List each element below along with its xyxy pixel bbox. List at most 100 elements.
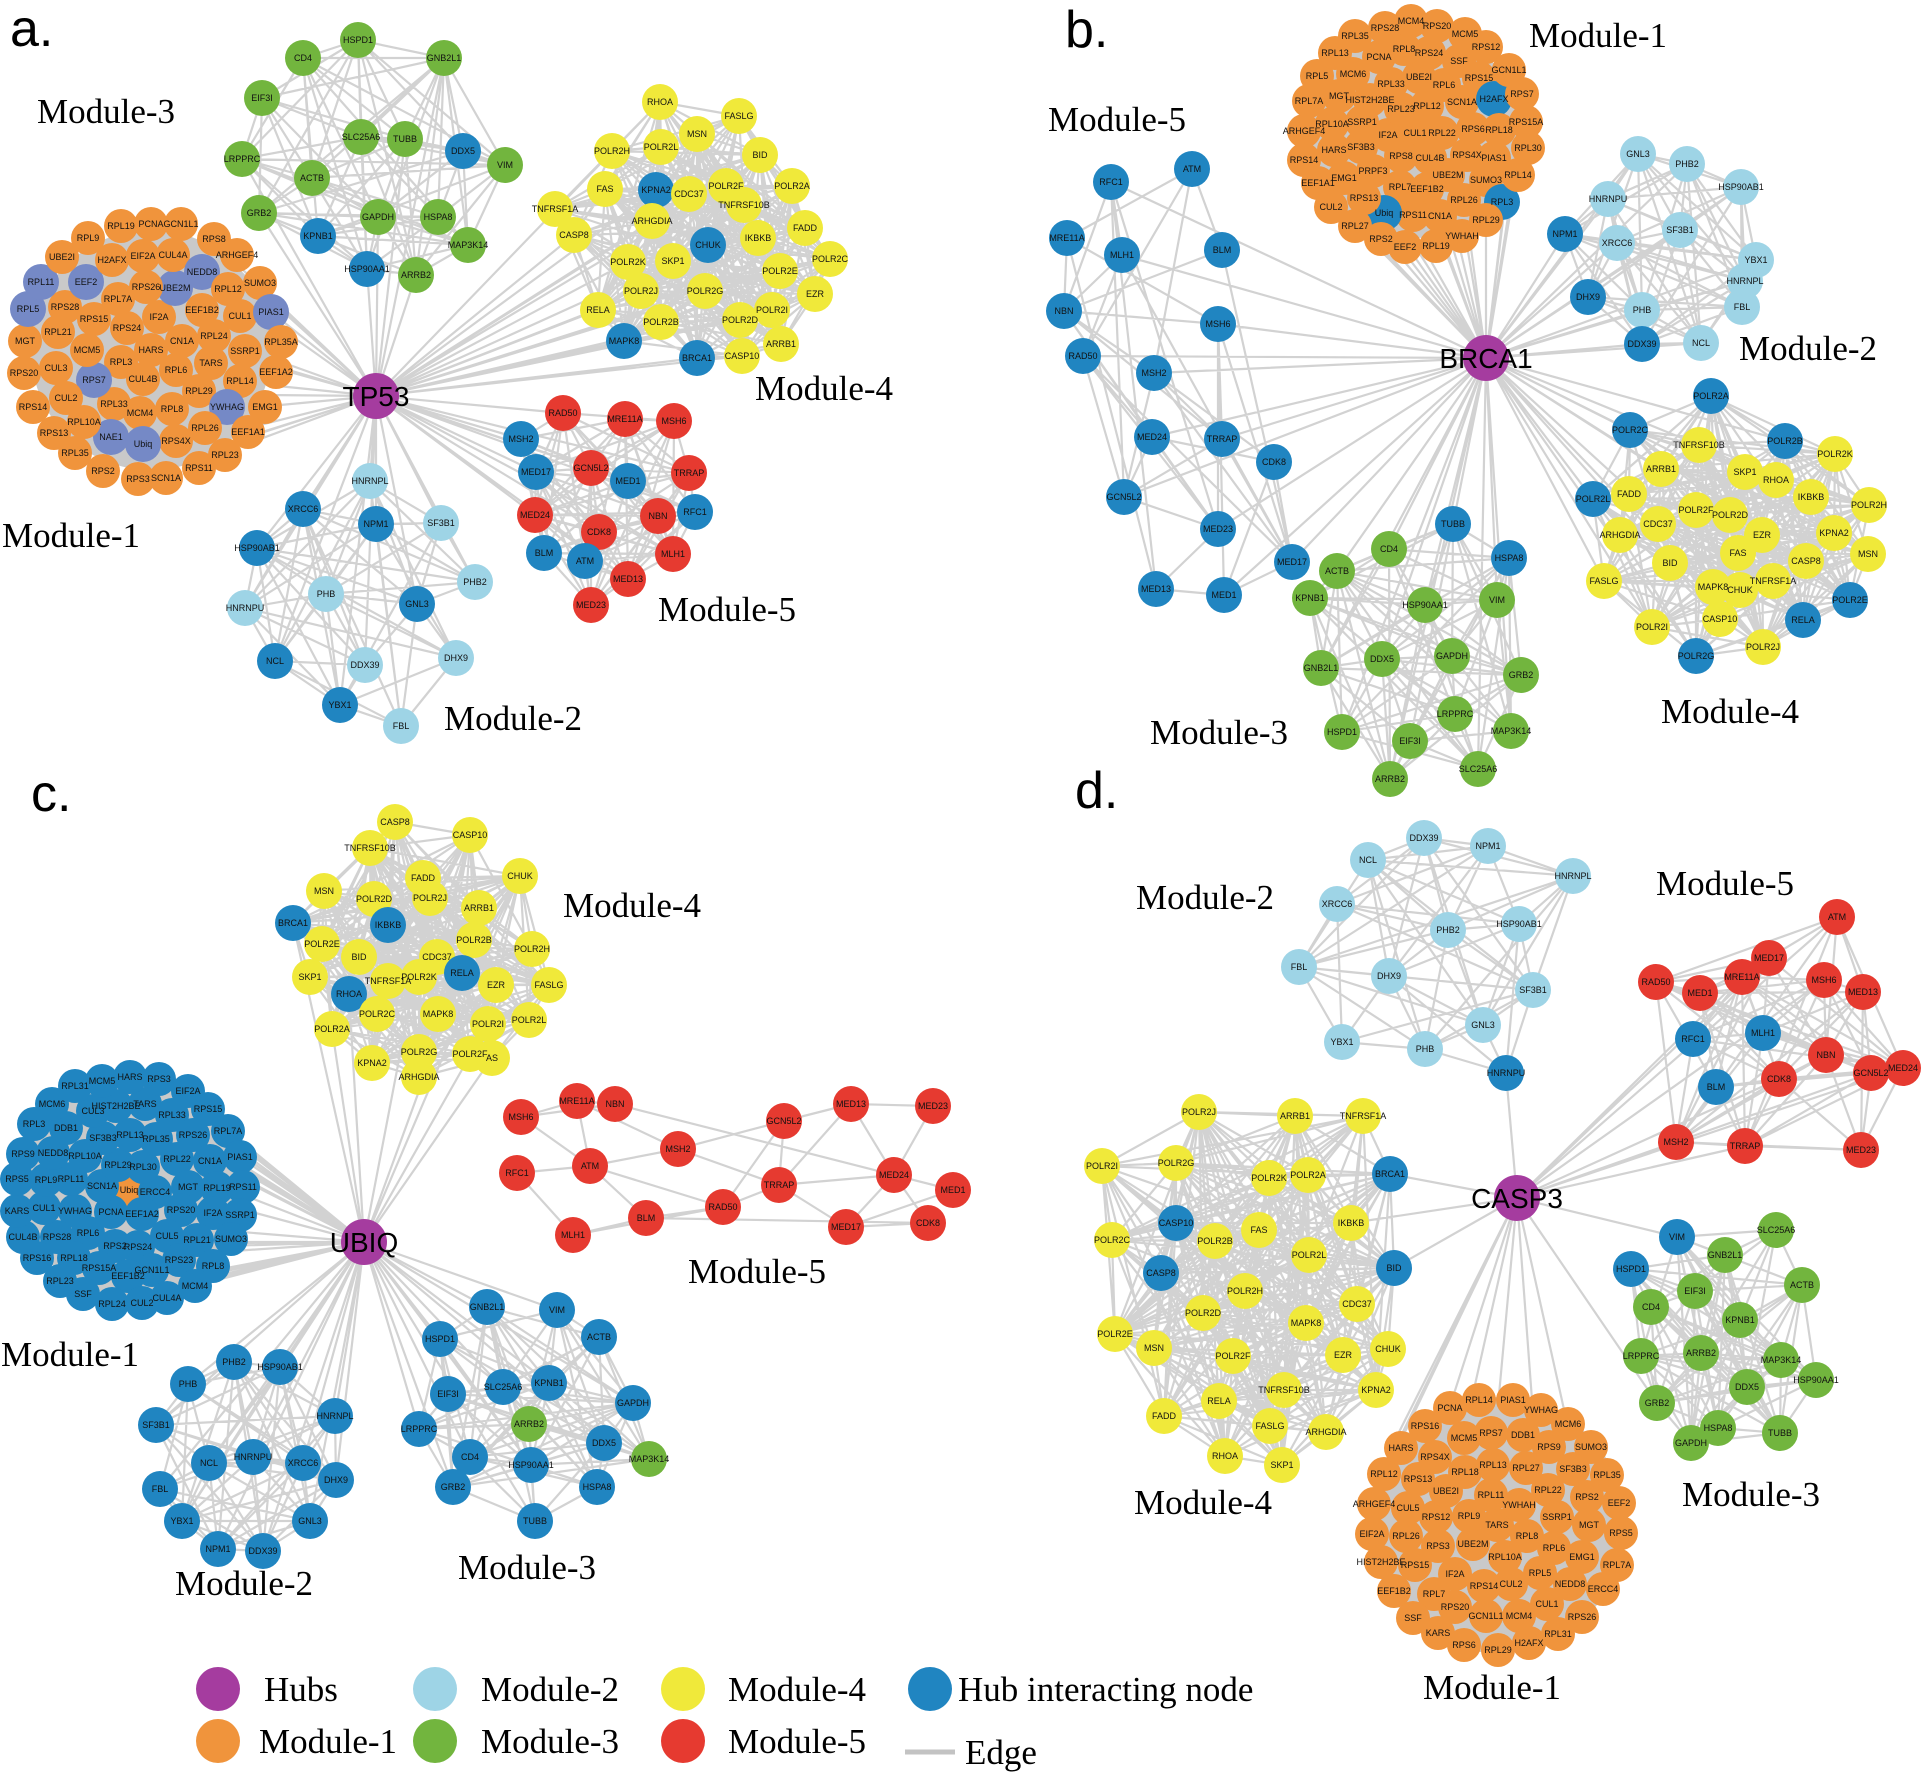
- svg-text:RPL9: RPL9: [35, 1175, 58, 1185]
- svg-text:ERCC4: ERCC4: [1588, 1584, 1619, 1594]
- svg-text:Module-3: Module-3: [37, 92, 175, 131]
- svg-text:GNB2L1: GNB2L1: [1304, 663, 1339, 673]
- svg-text:PHB: PHB: [179, 1379, 198, 1389]
- svg-text:CHUK: CHUK: [1727, 585, 1753, 595]
- svg-text:RPL29: RPL29: [104, 1160, 132, 1170]
- svg-text:EMG1: EMG1: [252, 402, 278, 412]
- svg-text:EMG1: EMG1: [1569, 1552, 1595, 1562]
- svg-text:HNRNPL: HNRNPL: [1726, 276, 1763, 286]
- svg-text:RHOA: RHOA: [1763, 475, 1789, 485]
- svg-text:CHUK: CHUK: [1375, 1344, 1401, 1354]
- svg-text:MLH1: MLH1: [1751, 1028, 1775, 1038]
- svg-text:RPS2: RPS2: [1575, 1492, 1599, 1502]
- svg-text:PHB2: PHB2: [1675, 159, 1699, 169]
- svg-text:Hub interacting node: Hub interacting node: [958, 1670, 1253, 1709]
- svg-text:HSPA8: HSPA8: [424, 212, 453, 222]
- svg-text:RPL13: RPL13: [1479, 1460, 1507, 1470]
- svg-text:DHX9: DHX9: [1576, 292, 1600, 302]
- svg-text:YWHAH: YWHAH: [1445, 231, 1479, 241]
- svg-text:RPL26: RPL26: [1450, 195, 1478, 205]
- svg-text:NCL: NCL: [266, 656, 284, 666]
- svg-text:DDX39: DDX39: [350, 660, 379, 670]
- svg-text:HSP90AB1: HSP90AB1: [257, 1362, 303, 1372]
- svg-text:HNRNPU: HNRNPU: [1589, 194, 1628, 204]
- svg-text:MLH1: MLH1: [561, 1230, 585, 1240]
- svg-text:FBL: FBL: [1291, 962, 1308, 972]
- svg-text:RPL33: RPL33: [100, 399, 128, 409]
- svg-text:TRRAP: TRRAP: [1730, 1141, 1761, 1151]
- svg-text:RPS11: RPS11: [185, 463, 213, 473]
- svg-text:MAPK8: MAPK8: [1291, 1318, 1322, 1328]
- svg-text:IF2A: IF2A: [203, 1208, 222, 1218]
- svg-text:SSRP1: SSRP1: [1542, 1512, 1572, 1522]
- svg-text:RPL8: RPL8: [1393, 44, 1416, 54]
- svg-text:RPS20: RPS20: [1423, 21, 1452, 31]
- svg-text:POLR2D: POLR2D: [1712, 510, 1749, 520]
- svg-text:MCM5: MCM5: [1452, 29, 1479, 39]
- svg-text:GAPDH: GAPDH: [1436, 651, 1468, 661]
- svg-text:MRE11A: MRE11A: [1049, 233, 1084, 243]
- svg-text:POLR2K: POLR2K: [401, 972, 437, 982]
- svg-text:CD4: CD4: [1380, 544, 1398, 554]
- svg-text:SKP1: SKP1: [661, 256, 684, 266]
- svg-text:MCM4: MCM4: [127, 408, 154, 418]
- svg-text:RPS15: RPS15: [1401, 1560, 1430, 1570]
- svg-text:SF3B1: SF3B1: [142, 1420, 170, 1430]
- svg-text:RPS28: RPS28: [43, 1232, 72, 1242]
- svg-text:RFC1: RFC1: [505, 1168, 529, 1178]
- svg-text:RPL9: RPL9: [1458, 1511, 1481, 1521]
- svg-text:CN1A: CN1A: [1428, 211, 1452, 221]
- svg-text:Module-4: Module-4: [1134, 1483, 1272, 1522]
- svg-text:POLR2E: POLR2E: [1097, 1329, 1133, 1339]
- svg-text:RPS15A: RPS15A: [82, 1263, 117, 1273]
- svg-text:HNRNPU: HNRNPU: [226, 603, 265, 613]
- svg-text:VIM: VIM: [497, 160, 513, 170]
- svg-text:BID: BID: [752, 150, 768, 160]
- svg-text:RELA: RELA: [1207, 1396, 1231, 1406]
- svg-text:Module-4: Module-4: [1661, 692, 1799, 731]
- svg-text:RPL19: RPL19: [203, 1183, 231, 1193]
- svg-text:RPS14: RPS14: [1290, 155, 1319, 165]
- svg-text:SCN1A: SCN1A: [151, 473, 181, 483]
- svg-text:POLR2J: POLR2J: [624, 286, 658, 296]
- svg-text:RPS24: RPS24: [124, 1242, 153, 1252]
- svg-text:HARS: HARS: [138, 345, 163, 355]
- svg-text:FADD: FADD: [793, 223, 818, 233]
- svg-text:d.: d.: [1075, 762, 1118, 820]
- svg-text:RFC1: RFC1: [1099, 177, 1123, 187]
- svg-text:HSPD1: HSPD1: [425, 1334, 455, 1344]
- svg-text:KPNB1: KPNB1: [1295, 593, 1325, 603]
- svg-text:FASLG: FASLG: [1255, 1421, 1284, 1431]
- svg-text:KPNA2: KPNA2: [1361, 1385, 1391, 1395]
- svg-text:POLR2I: POLR2I: [1636, 622, 1668, 632]
- svg-text:YBX1: YBX1: [1330, 1037, 1353, 1047]
- svg-text:MED17: MED17: [1754, 953, 1784, 963]
- svg-text:MED13: MED13: [1848, 987, 1878, 997]
- svg-text:H2AFX: H2AFX: [97, 255, 126, 265]
- svg-text:POLR2I: POLR2I: [1086, 1161, 1118, 1171]
- svg-text:RPS3: RPS3: [147, 1074, 171, 1084]
- svg-text:CUL1: CUL1: [32, 1203, 55, 1213]
- svg-text:POLR2L: POLR2L: [1292, 1250, 1327, 1260]
- svg-text:MSH6: MSH6: [661, 416, 686, 426]
- svg-text:MED1: MED1: [1687, 988, 1712, 998]
- svg-text:HARS: HARS: [1321, 145, 1346, 155]
- svg-text:Edge: Edge: [965, 1733, 1037, 1772]
- svg-text:MCM5: MCM5: [89, 1076, 116, 1086]
- svg-text:NPM1: NPM1: [205, 1544, 230, 1554]
- svg-text:XRCC6: XRCC6: [288, 504, 319, 514]
- svg-text:Module-2: Module-2: [444, 699, 582, 738]
- svg-text:YWHAG: YWHAG: [1524, 1405, 1558, 1415]
- svg-text:RPL19: RPL19: [1422, 241, 1450, 251]
- svg-text:RPS3: RPS3: [1426, 1541, 1450, 1551]
- svg-text:RPS5: RPS5: [1609, 1528, 1633, 1538]
- svg-text:EEF1A2: EEF1A2: [125, 1209, 159, 1219]
- svg-text:MRE11A: MRE11A: [1724, 972, 1759, 982]
- svg-text:RPL24: RPL24: [98, 1299, 126, 1309]
- svg-text:DHX9: DHX9: [444, 653, 468, 663]
- svg-text:RPS7: RPS7: [82, 375, 106, 385]
- svg-text:SSRP1: SSRP1: [225, 1210, 255, 1220]
- svg-text:RPL18: RPL18: [1451, 1467, 1479, 1477]
- svg-text:RPL9: RPL9: [77, 233, 100, 243]
- svg-text:CUL5: CUL5: [155, 1231, 178, 1241]
